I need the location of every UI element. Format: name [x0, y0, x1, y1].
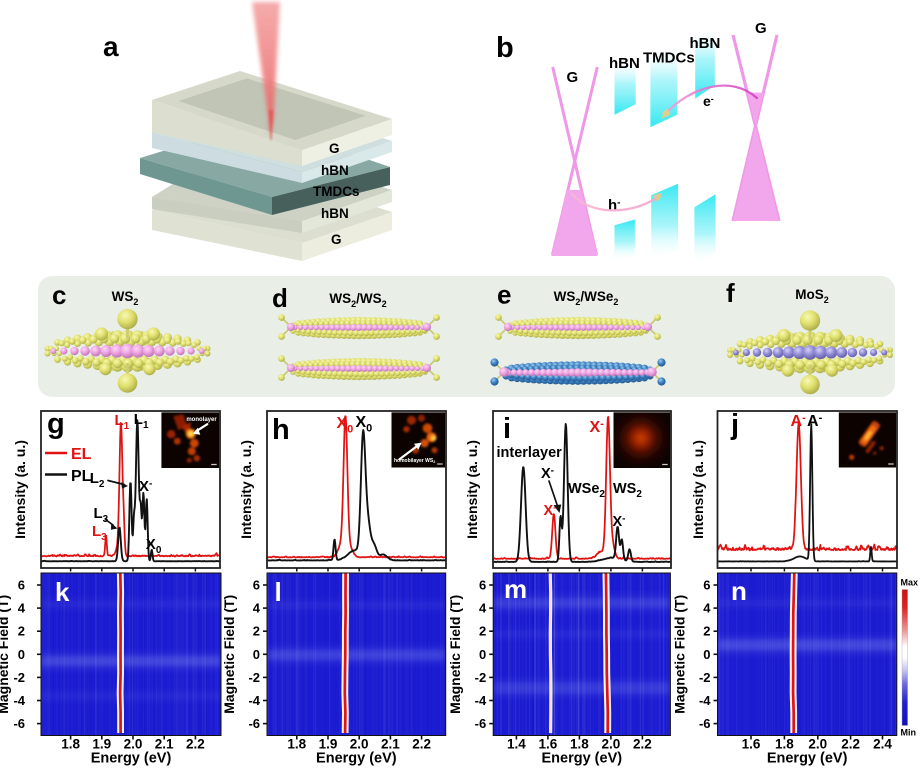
svg-text:Intensity (a. u.): Intensity (a. u.) [238, 440, 254, 539]
svg-text:2.2: 2.2 [633, 737, 652, 752]
svg-text:TMDCs: TMDCs [313, 184, 360, 199]
svg-text:0: 0 [253, 647, 260, 662]
svg-text:2.2: 2.2 [841, 737, 860, 752]
svg-text:1.6: 1.6 [742, 737, 761, 752]
svg-text:Intensity (a. u.): Intensity (a. u.) [12, 440, 28, 539]
svg-text:Magnetic Field (T): Magnetic Field (T) [0, 595, 11, 714]
svg-text:Energy (eV): Energy (eV) [91, 751, 172, 767]
svg-text:2.0: 2.0 [602, 737, 621, 752]
svg-text:g: g [47, 408, 65, 440]
svg-text:n: n [731, 576, 747, 606]
svg-text:-6: -6 [13, 716, 25, 731]
svg-text:2: 2 [18, 624, 25, 639]
svg-text:1.8: 1.8 [775, 737, 794, 752]
svg-text:G: G [329, 141, 340, 156]
svg-text:Intensity (a. u.): Intensity (a. u.) [464, 440, 480, 539]
svg-text:6: 6 [18, 578, 25, 593]
svg-text:2.1: 2.1 [381, 737, 400, 752]
svg-text:Magnetic Field (T): Magnetic Field (T) [447, 595, 463, 714]
svg-text:Magnetic Field (T): Magnetic Field (T) [221, 595, 237, 714]
svg-text:TMDCs: TMDCs [643, 50, 695, 67]
svg-text:-2: -2 [13, 670, 25, 685]
svg-text:WS2​: WS2​ [112, 289, 139, 307]
svg-text:hBN: hBN [609, 55, 640, 72]
svg-text:1.8: 1.8 [61, 737, 80, 752]
svg-text:Energy (eV): Energy (eV) [767, 751, 848, 767]
svg-text:-4: -4 [248, 693, 260, 708]
svg-text:m: m [504, 574, 527, 604]
svg-text:e: e [497, 280, 511, 310]
svg-text:i: i [503, 413, 511, 445]
svg-text:-2: -2 [699, 670, 711, 685]
svg-text:Max: Max [901, 578, 919, 588]
svg-text:G: G [755, 20, 767, 37]
svg-text:1.9: 1.9 [92, 737, 111, 752]
svg-text:6: 6 [703, 578, 710, 593]
svg-text:PL: PL [71, 468, 92, 485]
svg-text:-2: -2 [475, 670, 487, 685]
svg-text:0: 0 [18, 647, 25, 662]
svg-text:WS2​/WSe2​: WS2​/WSe2​ [554, 289, 619, 307]
svg-text:WS2​: WS2​ [613, 481, 642, 500]
svg-text:1.9: 1.9 [319, 737, 338, 752]
svg-text:2.0: 2.0 [350, 737, 369, 752]
svg-text:G: G [567, 69, 579, 86]
svg-text:6: 6 [253, 578, 260, 593]
svg-text:b: b [496, 32, 514, 64]
svg-text:hBN: hBN [321, 206, 349, 221]
svg-text:Energy (eV): Energy (eV) [316, 751, 397, 767]
svg-text:2.2: 2.2 [412, 737, 431, 752]
svg-text:EL: EL [71, 446, 92, 463]
svg-text:-6: -6 [248, 716, 260, 731]
svg-text:2: 2 [703, 624, 710, 639]
svg-text:4: 4 [703, 601, 711, 616]
svg-text:-4: -4 [699, 693, 711, 708]
svg-text:2.2: 2.2 [186, 737, 205, 752]
svg-text:WS2​/WS2​: WS2​/WS2​ [329, 291, 386, 309]
svg-text:interlayer: interlayer [497, 445, 563, 461]
svg-text:monolayer: monolayer [186, 417, 217, 423]
svg-text:4: 4 [18, 601, 26, 616]
svg-text:-4: -4 [13, 693, 25, 708]
svg-text:2.1: 2.1 [155, 737, 174, 752]
svg-text:j: j [730, 409, 739, 441]
svg-text:homobilayer WS2: homobilayer WS2 [394, 458, 435, 464]
svg-text:1.8: 1.8 [570, 737, 589, 752]
svg-text:6: 6 [479, 578, 486, 593]
svg-text:h: h [272, 414, 290, 446]
svg-text:2.0: 2.0 [124, 737, 143, 752]
svg-text:hBN: hBN [321, 163, 349, 178]
svg-text:MoS2​: MoS2​ [795, 287, 829, 305]
svg-text:a: a [103, 31, 119, 62]
svg-text:-2: -2 [248, 670, 260, 685]
svg-text:WSe2​: WSe2​ [568, 481, 605, 500]
svg-text:4: 4 [479, 601, 487, 616]
svg-text:2: 2 [253, 624, 260, 639]
svg-text:4: 4 [253, 601, 261, 616]
svg-text:k: k [55, 577, 70, 607]
svg-text:1.8: 1.8 [287, 737, 306, 752]
svg-text:0: 0 [479, 647, 486, 662]
svg-text:-6: -6 [699, 716, 711, 731]
svg-text:Energy (eV): Energy (eV) [542, 751, 623, 767]
svg-text:-4: -4 [475, 693, 487, 708]
svg-text:hBN: hBN [690, 35, 721, 52]
svg-text:c: c [52, 280, 66, 310]
svg-text:Min: Min [901, 728, 917, 738]
svg-text:l: l [275, 577, 282, 607]
svg-text:1.6: 1.6 [539, 737, 558, 752]
svg-text:2: 2 [479, 624, 486, 639]
svg-text:0: 0 [703, 647, 710, 662]
svg-text:Intensity (a. u.): Intensity (a. u.) [690, 440, 706, 539]
svg-text:e-​: e-​ [703, 93, 714, 109]
svg-text:-6: -6 [475, 716, 487, 731]
svg-text:d: d [272, 283, 288, 313]
svg-text:Magnetic Field (T): Magnetic Field (T) [672, 595, 688, 714]
svg-text:1.4: 1.4 [507, 737, 526, 752]
svg-text:f: f [726, 278, 735, 308]
svg-text:2.4: 2.4 [873, 737, 892, 752]
svg-text:G: G [331, 232, 342, 247]
svg-text:2.0: 2.0 [808, 737, 827, 752]
